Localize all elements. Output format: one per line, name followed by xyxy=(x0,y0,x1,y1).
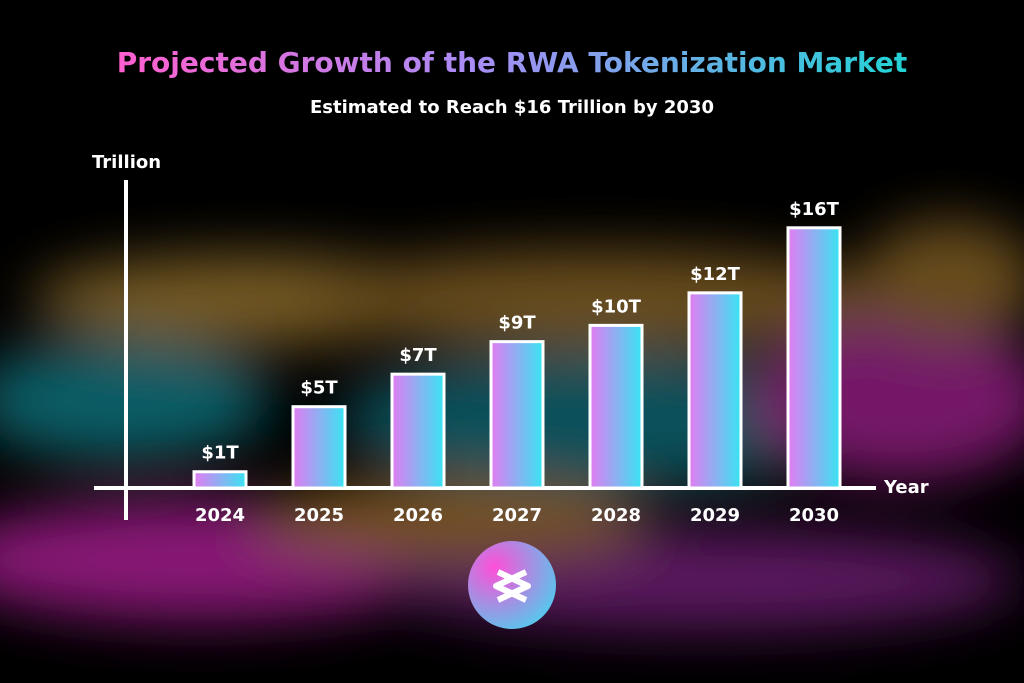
value-label: $9T xyxy=(498,313,536,334)
value-label: $7T xyxy=(399,345,437,366)
value-label: $16T xyxy=(789,199,840,220)
bar xyxy=(687,291,743,490)
value-label: $1T xyxy=(201,443,239,464)
x-tick-label: 2026 xyxy=(393,505,443,526)
y-axis-label: Trillion xyxy=(92,152,161,173)
bar xyxy=(588,323,644,490)
bar xyxy=(291,405,347,490)
x-tick-label: 2029 xyxy=(690,505,740,526)
chart-subtitle: Estimated to Reach $16 Trillion by 2030 xyxy=(310,97,714,118)
x-axis-label: Year xyxy=(883,477,929,498)
x-tick-label: 2030 xyxy=(789,505,839,526)
value-label: $12T xyxy=(690,264,741,285)
x-tick-label: 2024 xyxy=(195,505,245,526)
x-tick-label: 2025 xyxy=(294,505,344,526)
value-label: $5T xyxy=(300,378,338,399)
bar xyxy=(786,226,842,490)
chart-title: Projected Growth of the RWA Tokenization… xyxy=(117,46,908,79)
bar xyxy=(489,340,545,490)
bar xyxy=(390,372,446,490)
x-tick-label: 2027 xyxy=(492,505,542,526)
value-label: $10T xyxy=(591,296,642,317)
x-tick-label: 2028 xyxy=(591,505,641,526)
logo xyxy=(468,541,556,629)
bar xyxy=(192,470,248,490)
